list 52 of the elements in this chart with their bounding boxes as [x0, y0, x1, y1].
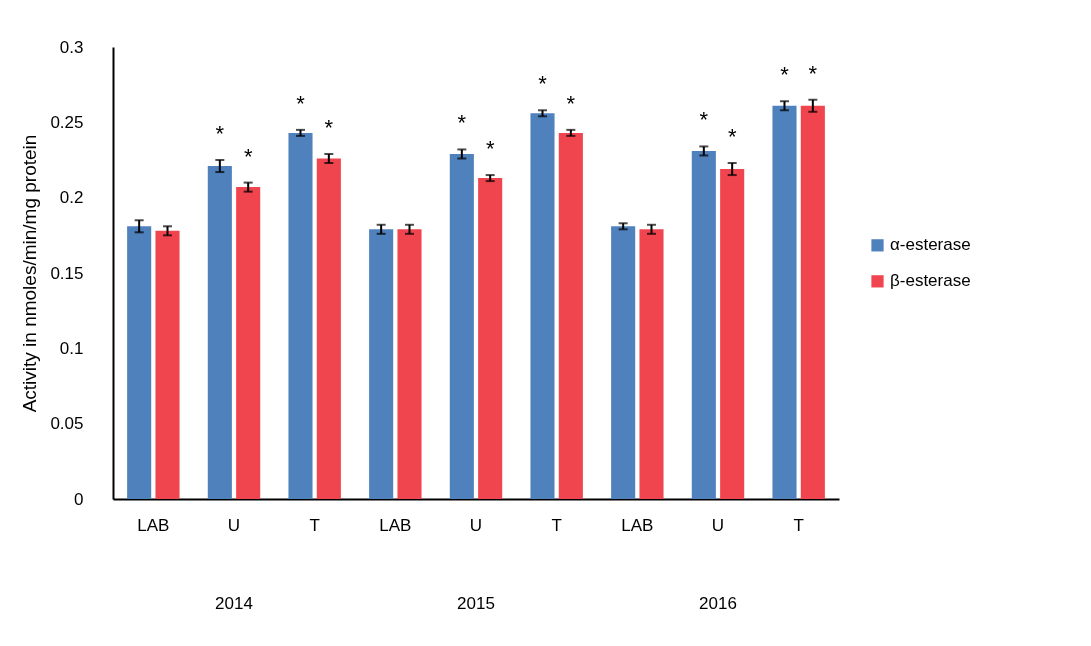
text: 2015 — [457, 594, 495, 613]
data-label: * — [566, 90, 576, 116]
y-tick-label: 0 — [74, 489, 84, 509]
y-tick-label: 0.3 — [59, 37, 84, 57]
data-label: * — [538, 71, 548, 97]
bar — [207, 166, 232, 499]
data-label: * — [457, 110, 467, 136]
bar — [720, 169, 745, 499]
data-label: * — [215, 121, 225, 146]
x-tick-label: LAB — [137, 515, 170, 535]
bar — [155, 230, 180, 499]
bar — [639, 229, 664, 499]
bar — [397, 229, 422, 499]
y-tick-label: 0.05 — [50, 414, 84, 434]
legend-label: α-esterase — [890, 235, 971, 255]
bar — [800, 105, 825, 499]
y-tick-label: 0.1 — [59, 338, 84, 358]
bar — [772, 105, 797, 499]
x-tick-label: U — [469, 515, 483, 535]
bar — [288, 132, 313, 499]
bar — [558, 132, 583, 499]
y-tick-label: 0.15 — [50, 263, 84, 283]
text: 2014 — [215, 594, 253, 613]
bar — [236, 187, 261, 499]
bar — [369, 229, 394, 499]
data-label: * — [485, 136, 495, 162]
bar — [530, 113, 555, 499]
data-label: * — [243, 143, 253, 169]
bar — [449, 153, 474, 499]
x-tick-label: U — [711, 515, 725, 535]
x-tick-label: U — [227, 515, 241, 535]
data-label: * — [324, 114, 334, 140]
data-label: * — [296, 90, 306, 116]
y-tick-label: 0.25 — [50, 112, 84, 132]
bar — [691, 150, 716, 499]
y-axis-title: Activity in nmoles/min/mg protein — [19, 134, 41, 413]
x-tick-label: LAB — [379, 515, 412, 535]
data-label: * — [727, 124, 737, 150]
bar — [316, 158, 341, 499]
data-label: * — [699, 107, 709, 133]
bar — [127, 226, 152, 499]
x-tick-label: T — [793, 515, 804, 535]
y-tick-label: 0.2 — [59, 188, 84, 208]
x-tick-label: T — [309, 515, 320, 535]
legend-label: β-esterase — [890, 271, 971, 291]
bar — [478, 178, 503, 499]
x-tick-label: LAB — [621, 515, 654, 535]
data-label: * — [780, 62, 790, 88]
x-tick-label: T — [551, 515, 562, 535]
text: 2016 — [699, 594, 737, 613]
bar — [611, 226, 636, 499]
data-label: * — [808, 60, 818, 86]
